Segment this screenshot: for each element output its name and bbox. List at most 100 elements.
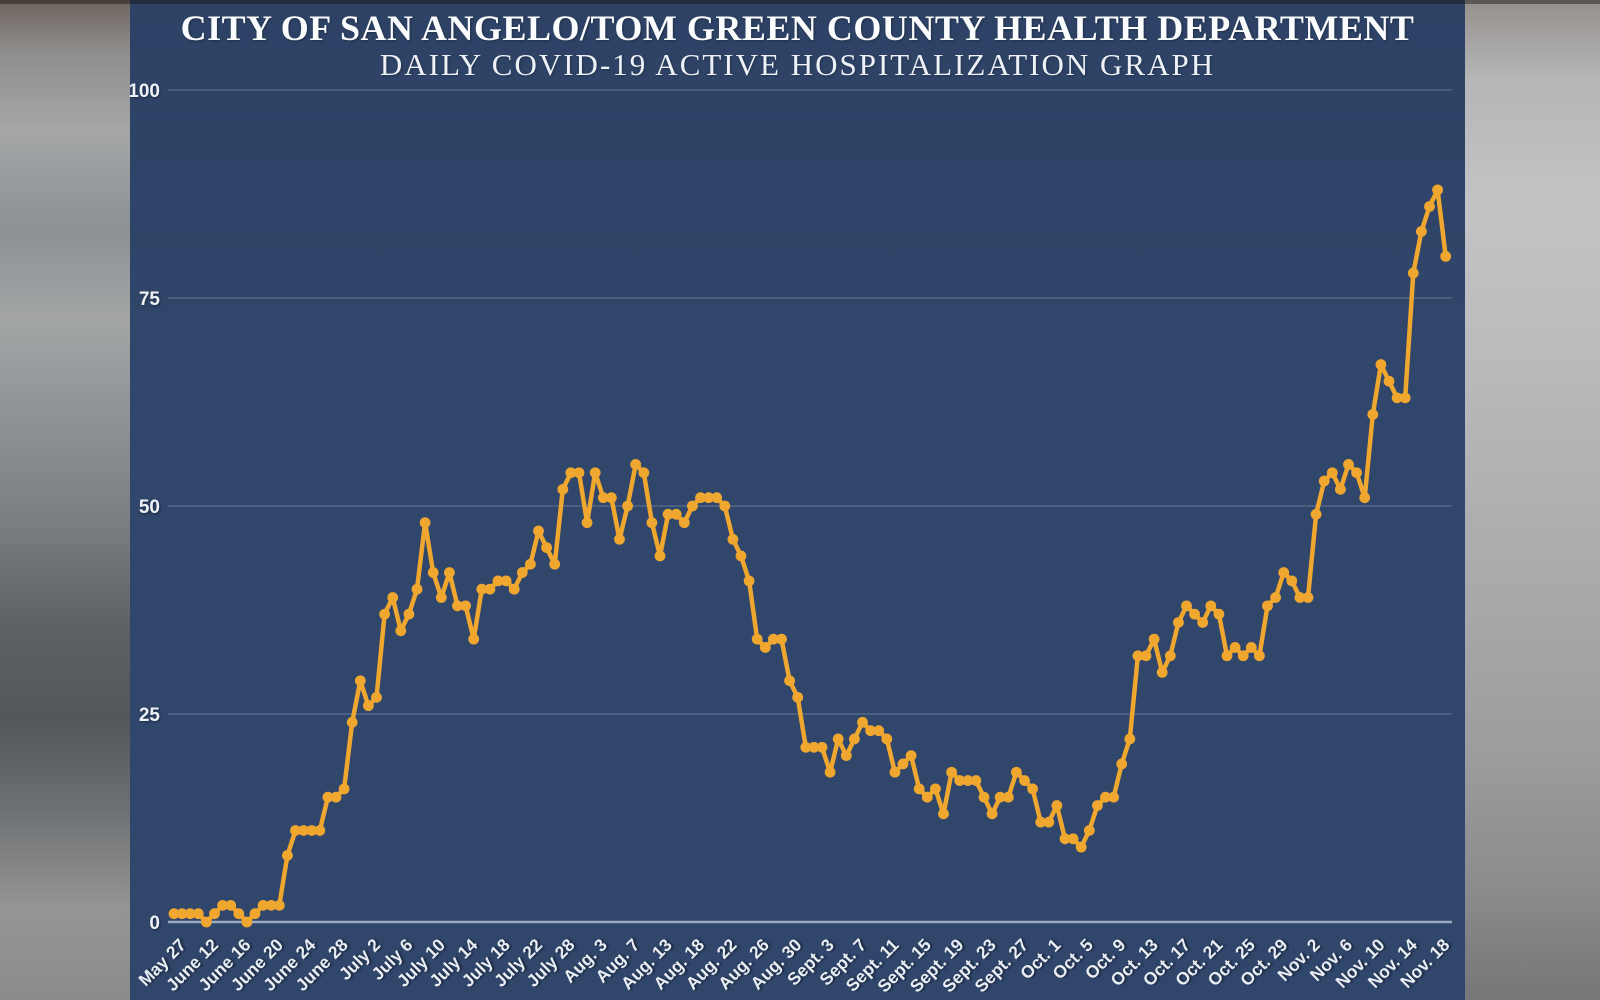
data-point — [565, 467, 577, 479]
data-point — [1164, 650, 1176, 662]
data-point — [1035, 816, 1047, 828]
data-point — [1326, 467, 1338, 479]
data-point — [525, 558, 536, 570]
data-point — [889, 766, 901, 778]
data-point — [282, 850, 293, 861]
data-point — [1416, 226, 1427, 237]
data-point — [403, 608, 415, 620]
data-point — [800, 741, 812, 753]
data-point — [695, 492, 706, 504]
data-point — [411, 583, 423, 595]
y-axis-tick-label: 50 — [139, 497, 160, 518]
data-point — [387, 592, 399, 603]
data-point — [1318, 475, 1330, 487]
data-point — [792, 691, 804, 703]
data-point — [719, 500, 731, 512]
data-point — [646, 517, 658, 529]
y-axis-tick-label: 25 — [139, 705, 161, 726]
data-point — [184, 908, 196, 920]
data-point — [784, 675, 795, 687]
data-point — [678, 517, 690, 529]
data-point — [225, 899, 237, 911]
data-point — [201, 916, 212, 928]
data-point — [751, 633, 763, 645]
data-point — [492, 575, 504, 587]
chart-subtitle: DAILY COVID-19 ACTIVE HOSPITALIZATION GR… — [379, 47, 1216, 82]
data-point — [241, 916, 253, 928]
data-point — [273, 899, 285, 911]
data-point — [1116, 758, 1128, 770]
data-point — [913, 783, 925, 795]
data-point — [1245, 642, 1257, 653]
data-point — [1173, 617, 1184, 628]
data-point — [209, 908, 220, 920]
data-point — [735, 550, 747, 562]
data-point — [622, 500, 633, 512]
data-point — [1156, 667, 1168, 678]
active-hospitalizations-line — [171, 187, 1448, 925]
data-point — [500, 575, 512, 587]
data-point — [630, 459, 642, 470]
data-point — [1189, 608, 1200, 620]
data-point — [606, 492, 617, 504]
data-point — [533, 525, 544, 537]
data-point — [1286, 575, 1298, 587]
blurred-backdrop-right — [1465, 0, 1600, 1000]
data-point — [962, 775, 974, 786]
data-point — [1019, 775, 1030, 786]
data-point — [1424, 201, 1435, 212]
data-point — [1197, 617, 1209, 628]
data-point — [557, 483, 569, 495]
data-point — [1302, 592, 1314, 603]
data-point — [330, 791, 342, 803]
data-point — [759, 642, 771, 653]
data-point — [1391, 392, 1403, 404]
data-point — [638, 467, 650, 479]
data-point — [338, 783, 350, 795]
data-point — [306, 825, 318, 836]
blurred-backdrop-left — [0, 0, 130, 1000]
y-axis-tick-label: 0 — [149, 913, 160, 934]
data-point — [508, 583, 520, 595]
data-point — [687, 500, 698, 512]
data-point — [865, 725, 876, 737]
data-point — [217, 899, 228, 911]
data-point — [654, 550, 666, 562]
data-point — [1343, 459, 1354, 470]
data-point — [1294, 592, 1306, 603]
data-point — [727, 533, 739, 545]
data-point — [776, 633, 787, 645]
data-point — [1278, 567, 1290, 578]
data-point — [1221, 650, 1233, 662]
data-point — [986, 808, 998, 820]
data-point — [257, 899, 269, 911]
data-point — [346, 716, 358, 728]
data-point — [1148, 633, 1160, 645]
data-point — [994, 791, 1006, 803]
data-point — [516, 567, 528, 578]
data-point — [1375, 359, 1387, 370]
data-point — [468, 633, 480, 645]
data-point — [1270, 592, 1281, 603]
data-point — [314, 825, 326, 836]
data-point — [354, 675, 366, 687]
data-point — [938, 808, 949, 820]
data-point — [1083, 825, 1095, 836]
data-point — [395, 625, 407, 637]
data-point — [954, 775, 966, 786]
data-point — [233, 908, 245, 920]
data-point — [873, 725, 885, 737]
data-point — [1067, 833, 1079, 845]
data-point — [1213, 608, 1225, 620]
data-point — [808, 741, 820, 753]
data-point — [832, 733, 844, 745]
data-point — [1399, 392, 1411, 404]
data-point — [1132, 650, 1144, 662]
data-point — [1043, 816, 1055, 828]
data-point — [970, 775, 982, 786]
data-point — [1359, 492, 1371, 504]
data-point — [1310, 508, 1322, 520]
data-point — [371, 691, 382, 703]
y-axis-tick-label: 100 — [130, 81, 160, 102]
data-point — [549, 558, 561, 570]
